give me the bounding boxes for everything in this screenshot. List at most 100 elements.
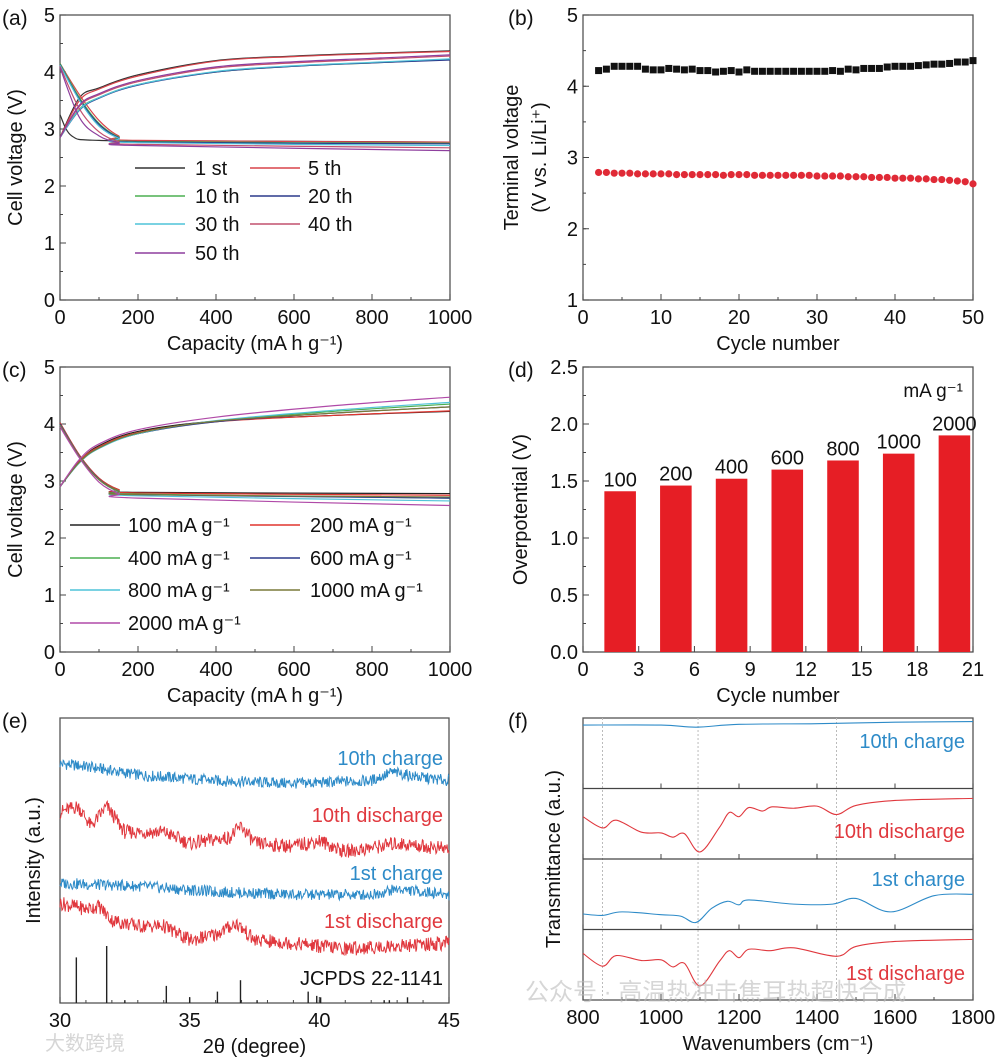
- charge-point: [688, 65, 696, 73]
- bar-data-label: 600: [771, 448, 804, 470]
- legend-label: 20 th: [308, 186, 352, 208]
- discharge-point: [774, 171, 782, 179]
- plot-frame: [582, 14, 974, 301]
- charge-point: [961, 58, 969, 66]
- legend-label: 10 th: [195, 186, 239, 208]
- bar: [660, 485, 692, 652]
- y-tick-label: 1: [44, 233, 55, 255]
- y-tick-label: 0: [44, 290, 55, 312]
- discharge-point: [766, 171, 774, 179]
- x-tick-label: 1000: [428, 307, 473, 329]
- legend-label: 200 mA g⁻¹: [310, 515, 412, 537]
- charge-point: [953, 58, 961, 66]
- x-axis-label: Wavenumbers (cm⁻¹): [683, 1033, 874, 1055]
- discharge-point: [634, 170, 642, 178]
- y-tick-label: 4: [567, 76, 578, 98]
- charge-point: [946, 59, 954, 67]
- panel-e: 30 35 40 45 2θ (degree) Intensity (a.u.) (e) 10…: [2, 710, 460, 1058]
- panel-label: (a): [2, 7, 28, 30]
- x-tick-label: 800: [566, 1007, 599, 1029]
- x-tick-label: 0: [54, 659, 65, 681]
- legend-label: 600 mA g⁻¹: [310, 548, 412, 570]
- discharge-point: [899, 174, 907, 182]
- x-tick-label: 35: [179, 1010, 201, 1032]
- legend-label: 1 st: [195, 158, 228, 180]
- charge-point: [930, 60, 938, 68]
- charge-point: [922, 61, 930, 69]
- discharge-point: [735, 171, 743, 179]
- discharge-point: [680, 171, 689, 179]
- charge-point: [743, 66, 751, 74]
- x-tick-label: 1000: [639, 1007, 684, 1029]
- charge-point: [719, 67, 727, 75]
- discharge-point: [860, 173, 868, 181]
- charge-point: [634, 62, 642, 70]
- x-axis-label: Capacity (mA h g⁻¹): [167, 333, 343, 355]
- discharge-point: [805, 171, 813, 179]
- charge-point: [758, 67, 766, 75]
- discharge-point: [782, 171, 790, 179]
- x-tick-label: 21: [962, 659, 984, 681]
- x-tick-label: 6: [689, 659, 700, 681]
- discharge-point: [797, 171, 806, 179]
- charge-point: [665, 64, 673, 72]
- discharge-point: [696, 171, 704, 179]
- charge-point: [657, 66, 665, 74]
- unit-annotation: mA g⁻¹: [903, 381, 963, 402]
- charge-point: [914, 62, 922, 70]
- x-tick-label: 1400: [795, 1007, 840, 1029]
- legend-label: 400 mA g⁻¹: [128, 548, 230, 570]
- y-tick-label: 0.0: [550, 642, 578, 664]
- bar: [771, 469, 804, 652]
- x-tick-label: 15: [850, 659, 872, 681]
- discharge-point: [673, 171, 681, 179]
- y-tick-label: 2: [44, 176, 55, 198]
- discharge-curve: [59, 66, 451, 149]
- panel-label: (e): [2, 710, 28, 733]
- discharge-point: [649, 170, 657, 178]
- charge-point: [735, 68, 743, 76]
- bar: [715, 478, 748, 652]
- y-axis-label: Transmittance (a.u.): [543, 770, 565, 948]
- discharge-point: [665, 170, 673, 178]
- discharge-curve: [59, 64, 451, 147]
- charge-point: [610, 62, 618, 70]
- charge-curve: [59, 406, 451, 488]
- panel-a: 0 200 400 600 800 1000 0 1 2 3 4 5 Capacity (mA h g⁻…: [2, 5, 472, 355]
- discharge-point: [610, 169, 618, 177]
- series-label: 1st charge: [872, 869, 965, 891]
- panel-label: (b): [508, 7, 534, 30]
- discharge-point: [891, 174, 899, 182]
- discharge-point: [961, 178, 969, 186]
- x-tick-label: 45: [438, 1010, 460, 1032]
- panel-c: 0 200 400 600 800 1000 0 1 2 3 4 5 Capacity (mA h g⁻…: [2, 357, 472, 707]
- y-tick-label: 1.0: [550, 528, 578, 550]
- ftir-spectrum: [582, 893, 974, 924]
- y-tick-label: 4: [44, 62, 55, 84]
- x-tick-label: 400: [199, 307, 232, 329]
- discharge-point: [829, 172, 837, 180]
- x-tick-label: 800: [355, 659, 388, 681]
- series-label: 10th charge: [337, 748, 443, 770]
- discharge-point: [595, 168, 603, 177]
- charge-point: [782, 67, 790, 75]
- xrd-pattern: [59, 897, 450, 957]
- discharge-curve: [59, 64, 451, 145]
- bar-data-label: 100: [603, 469, 636, 491]
- discharge-point: [930, 175, 938, 184]
- y-axis-label: Cell voltage (V): [5, 89, 27, 226]
- legend-label: 2000 mA g⁻¹: [128, 613, 241, 635]
- x-tick-label: 12: [795, 659, 817, 681]
- charge-point: [704, 67, 712, 75]
- bar-data-label: 2000: [932, 413, 977, 435]
- x-tick-label: 20: [728, 307, 750, 329]
- charge-point: [727, 67, 735, 75]
- legend-label: 800 mA g⁻¹: [128, 580, 230, 602]
- bar: [604, 491, 636, 652]
- charge-curve: [59, 410, 451, 488]
- charge-point: [899, 62, 907, 70]
- y-tick-label: 5: [567, 5, 578, 27]
- charge-point: [813, 67, 821, 75]
- y-axis-label: Terminal voltage: [501, 85, 523, 231]
- charge-curve: [59, 401, 451, 488]
